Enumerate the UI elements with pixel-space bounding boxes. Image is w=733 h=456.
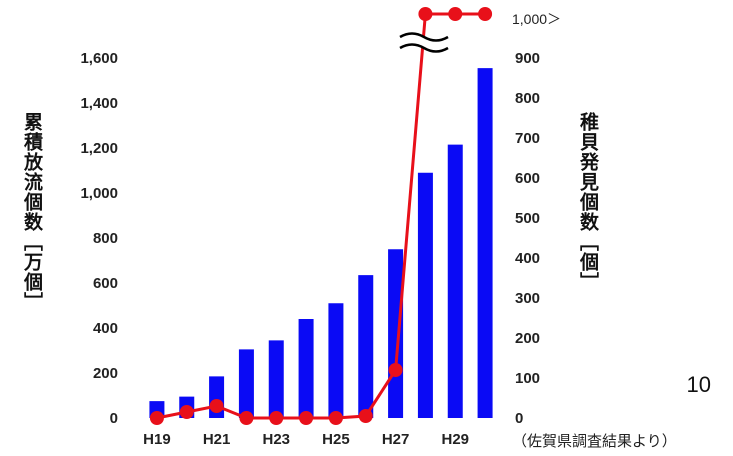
x-axis-ticks: H19 H21 H23 H25 H27 H29 xyxy=(143,431,469,448)
right-tick-label: 200 xyxy=(515,330,540,347)
left-tick-label: 1,200 xyxy=(80,140,118,157)
bar xyxy=(417,172,433,418)
x-tick-label: H23 xyxy=(262,431,290,448)
left-tick-label: 200 xyxy=(93,365,118,382)
overflow-label: 1,000＞ xyxy=(512,11,561,27)
left-tick-label: 1,600 xyxy=(80,50,118,67)
line-path xyxy=(156,12,486,420)
source-note: （佐賀県調査結果より） xyxy=(512,432,677,450)
line-point xyxy=(448,7,463,21)
right-tick-label: 900 xyxy=(515,50,540,67)
x-tick-label: H27 xyxy=(382,431,410,448)
x-tick-label: H19 xyxy=(143,431,171,448)
line-point xyxy=(179,405,194,419)
right-tick-label: 600 xyxy=(515,170,540,187)
left-tick-label: 600 xyxy=(93,275,118,292)
x-tick-label: H25 xyxy=(322,431,350,448)
left-axis-label: 累積放流個数［万個］ xyxy=(21,112,43,312)
right-tick-label: 800 xyxy=(515,90,540,107)
x-tick-label: H21 xyxy=(203,431,231,448)
break-line-top xyxy=(399,32,449,42)
left-tick-label: 1,400 xyxy=(80,95,118,112)
bar xyxy=(477,68,493,418)
line-series xyxy=(149,7,493,425)
line-point xyxy=(149,411,164,425)
right-tick-label: 500 xyxy=(515,210,540,227)
right-tick-label: 700 xyxy=(515,130,540,147)
left-tick-label: 0 xyxy=(110,410,118,427)
line-point xyxy=(269,411,284,425)
line-point xyxy=(358,409,373,423)
right-axis-ticks: 0 100 200 300 400 500 600 700 800 900 xyxy=(515,50,540,427)
right-tick-label: 100 xyxy=(515,370,540,387)
line-point xyxy=(209,399,224,413)
left-tick-label: 400 xyxy=(93,320,118,337)
page-number: 10 xyxy=(686,372,711,397)
right-tick-label: 0 xyxy=(515,410,523,427)
right-tick-label: 300 xyxy=(515,290,540,307)
line-point xyxy=(299,411,314,425)
bar xyxy=(358,275,374,418)
bar xyxy=(447,144,463,418)
line-point xyxy=(388,363,403,377)
bar xyxy=(298,319,314,418)
bar-series xyxy=(149,68,493,418)
x-tick-label: H29 xyxy=(441,431,469,448)
left-axis-ticks: 0 200 400 600 800 1,000 1,200 1,400 1,600 xyxy=(80,50,118,427)
left-tick-label: 800 xyxy=(93,230,118,247)
bar xyxy=(328,303,344,418)
bar xyxy=(388,249,404,418)
break-line-bottom xyxy=(399,43,449,53)
line-point xyxy=(328,411,343,425)
right-axis-label: 稚貝発見個数［個］ xyxy=(577,112,599,292)
line-point xyxy=(478,7,493,21)
left-tick-label: 1,000 xyxy=(80,185,118,202)
bar xyxy=(238,349,254,418)
break-gap xyxy=(402,37,446,48)
bar xyxy=(268,340,284,418)
axis-break-marker xyxy=(399,32,449,53)
line-point xyxy=(418,7,433,21)
right-tick-label: 400 xyxy=(515,250,540,267)
line-point xyxy=(239,411,254,425)
